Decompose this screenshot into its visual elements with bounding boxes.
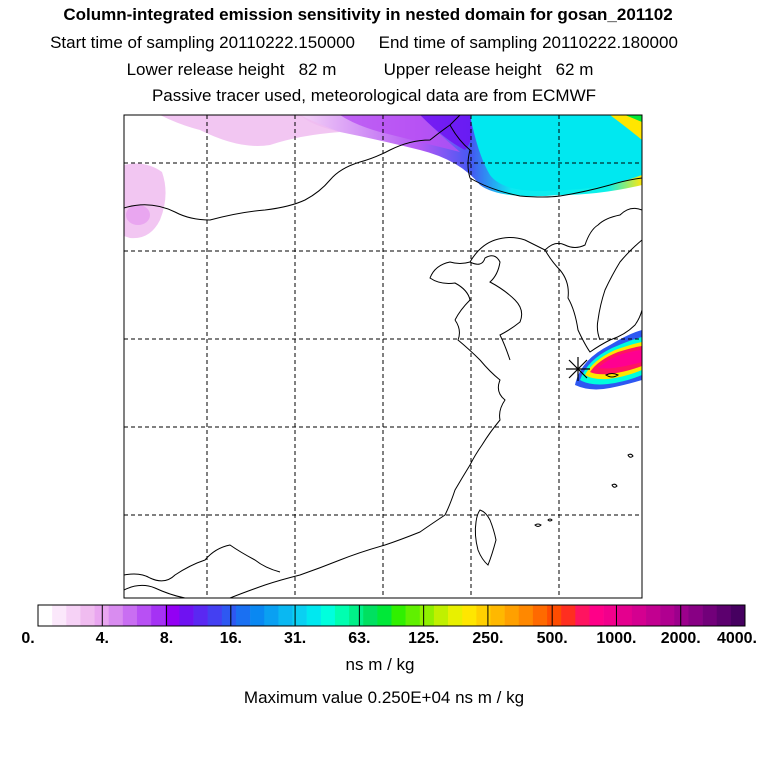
- colorbar-cell: [377, 605, 392, 626]
- plot-title: Column-integrated emission sensitivity i…: [63, 5, 673, 24]
- colorbar-cell: [504, 605, 520, 626]
- colorbar-cell: [221, 605, 237, 626]
- colorbar-tick-label: 1000.: [596, 630, 636, 647]
- colorbar-cell: [547, 605, 562, 626]
- colorbar-cell: [391, 605, 406, 626]
- colorbar-cell: [575, 605, 590, 626]
- colorbar-cell: [179, 605, 194, 626]
- tracer-info-line: Passive tracer used, meteorological data…: [151, 86, 597, 105]
- north-sensitivity-field: [124, 115, 642, 239]
- coastlines: [124, 115, 642, 598]
- sampling-time-line: Start time of sampling 20110222.150000 E…: [50, 33, 678, 52]
- colorbar-cell: [349, 605, 364, 626]
- colorbar-cell: [363, 605, 378, 626]
- colorbar-tick-label: 0.: [21, 630, 34, 647]
- colorbar-cell: [589, 605, 604, 626]
- colorbar-cell: [250, 605, 265, 626]
- colorbar-cell: [674, 605, 689, 626]
- colorbar-cell: [646, 605, 661, 626]
- colorbar-cell: [532, 605, 548, 626]
- colorbar-cell: [631, 605, 647, 626]
- colorbar-frame: [37, 604, 746, 627]
- colorbar-cell: [405, 605, 421, 626]
- colorbar-cell: [660, 605, 675, 626]
- colorbar-cell: [603, 605, 619, 626]
- colorbar-tick-label: 500.: [537, 630, 568, 647]
- maximum-value-label: Maximum value 0.250E+04 ns m / kg: [243, 688, 525, 707]
- colorbar-cell: [52, 605, 67, 626]
- lat-lon-grid: [124, 115, 642, 598]
- colorbar-tick-label: 2000.: [661, 630, 701, 647]
- units-label: ns m / kg: [345, 655, 415, 674]
- colorbar-cell: [490, 605, 505, 626]
- colorbar-cell: [136, 605, 152, 626]
- colorbar-cell: [688, 605, 703, 626]
- colorbar-cell: [561, 605, 576, 626]
- colorbar-tick-label: 63.: [348, 630, 370, 647]
- colorbar-cell: [476, 605, 491, 626]
- colorbar-tick-label: 125.: [408, 630, 439, 647]
- colorbar-cell: [306, 605, 322, 626]
- colorbar-tick-label: 4000.: [717, 630, 757, 647]
- colorbar-cell: [716, 605, 732, 626]
- colorbar: 0. 4. 8. 16. 31. 63. 125. 250. 500. 1000. 2000. 400…: [21, 604, 757, 647]
- colorbar-cell: [448, 605, 463, 626]
- colorbar-cell: [207, 605, 223, 626]
- colorbar-cell: [66, 605, 81, 626]
- colorbar-cell: [292, 605, 307, 626]
- colorbar-cell: [235, 605, 251, 626]
- colorbar-cell: [433, 605, 449, 626]
- colorbar-tick-label: 4.: [96, 630, 109, 647]
- colorbar-cell: [108, 605, 124, 626]
- colorbar-cell: [462, 605, 477, 626]
- colorbar-cell: [518, 605, 534, 626]
- colorbar-cell: [278, 605, 293, 626]
- colorbar-tick-label: 31.: [284, 630, 306, 647]
- colorbar-cell: [80, 605, 95, 626]
- colorbar-cell: [193, 605, 208, 626]
- colorbar-cell: [320, 605, 336, 626]
- colorbar-cell: [122, 605, 138, 626]
- colorbar-cell: [334, 605, 350, 626]
- colorbar-cell: [419, 605, 435, 626]
- colorbar-cell: [38, 605, 53, 626]
- receptor-asterisk-icon: [566, 357, 590, 381]
- colorbar-cell: [702, 605, 718, 626]
- colorbar-cells: [37, 604, 746, 627]
- colorbar-tick-label: 16.: [220, 630, 242, 647]
- colorbar-tick-labels: 0. 4. 8. 16. 31. 63. 125. 250. 500. 1000. 2000. 400…: [21, 630, 757, 647]
- colorbar-tick-label: 8.: [160, 630, 173, 647]
- colorbar-cell: [264, 605, 279, 626]
- colorbar-tick-label: 250.: [472, 630, 503, 647]
- colorbar-cell: [165, 605, 180, 626]
- map-frame: [123, 114, 643, 599]
- colorbar-cell: [730, 605, 746, 626]
- receptor-plume-field: [575, 330, 642, 390]
- colorbar-cell: [151, 605, 166, 626]
- emission-sensitivity-map: [123, 114, 643, 599]
- colorbar-cell: [617, 605, 633, 626]
- release-height-line: Lower release height 82 m Upper release …: [126, 60, 594, 79]
